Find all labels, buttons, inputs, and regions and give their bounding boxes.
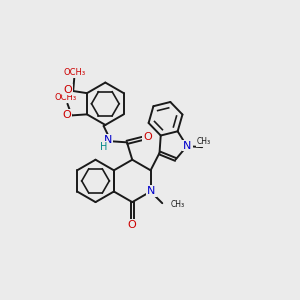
Text: CH₃: CH₃ bbox=[170, 200, 184, 208]
Text: N: N bbox=[147, 186, 156, 196]
Text: OCH₃: OCH₃ bbox=[63, 68, 85, 77]
Text: O: O bbox=[128, 220, 136, 230]
Text: H: H bbox=[100, 142, 107, 152]
Text: CH₃: CH₃ bbox=[196, 137, 211, 146]
Text: O: O bbox=[143, 132, 152, 142]
Text: O: O bbox=[63, 85, 72, 94]
Text: O: O bbox=[62, 110, 71, 119]
Text: N: N bbox=[103, 135, 112, 145]
Text: OCH₃: OCH₃ bbox=[55, 93, 77, 102]
Text: N: N bbox=[183, 140, 192, 151]
